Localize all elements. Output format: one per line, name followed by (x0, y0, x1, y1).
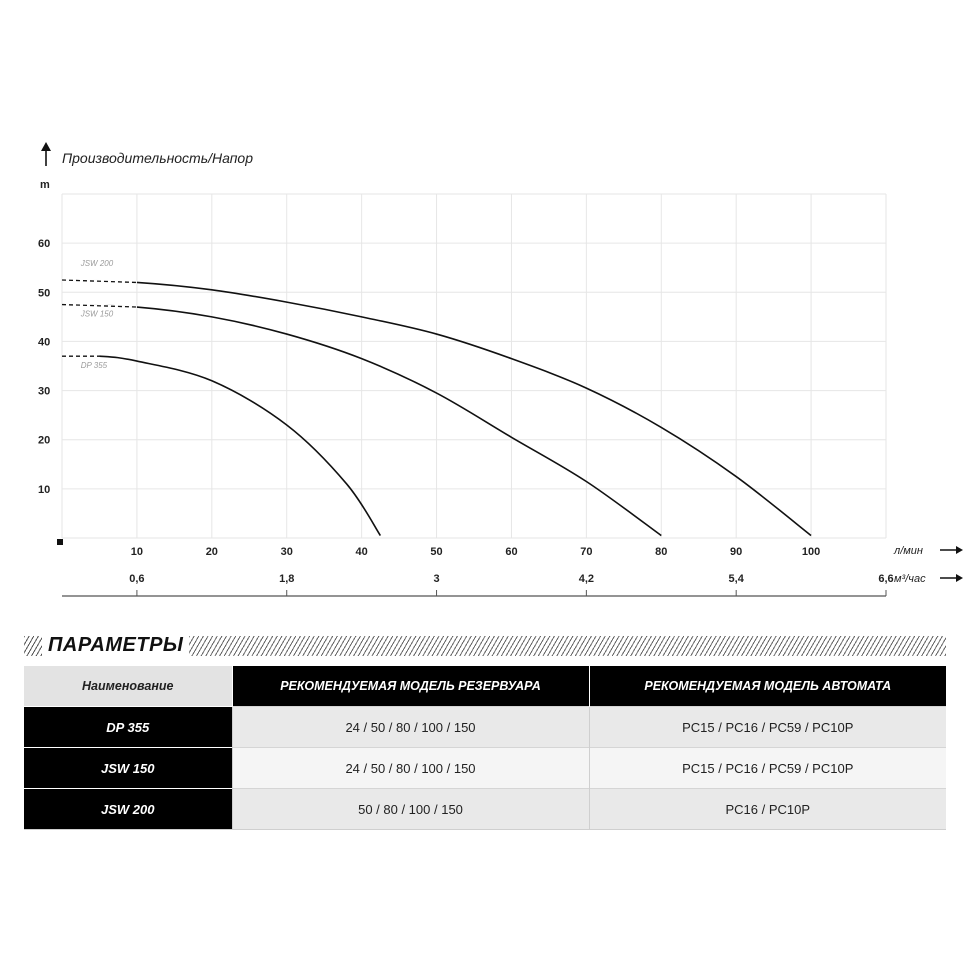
x-tick-label: 40 (356, 546, 368, 558)
header-name: Наименование (24, 666, 232, 707)
y-axis-arrow-icon (41, 142, 51, 166)
chart-curves: JSW 200 JSW 150 DP 355 (61, 259, 812, 537)
row-name: JSW 200 (24, 788, 232, 830)
y-tick-label: 30 (38, 386, 50, 398)
x-tick-label: 80 (655, 546, 667, 558)
tank-models: 24 / 50 / 80 / 100 / 150 (231, 747, 589, 789)
x-tick-label: 10 (131, 546, 143, 558)
x-axis-unit: л/мин (893, 545, 923, 557)
automat-models: PC16 / PC10P (588, 788, 946, 830)
series-line-dashed (61, 279, 137, 284)
series-label: JSW 200 (80, 259, 114, 268)
x2-tick-labels: 0,6 1,8 3 4,2 5,4 6,6 (129, 573, 894, 596)
x-tick-labels: 10 20 30 40 50 60 70 80 90 100 (131, 546, 820, 558)
x2-tick-label: 5,4 (729, 573, 745, 585)
params-table: Наименование РЕКОМЕНДУЕМАЯ МОДЕЛЬ РЕЗЕРВ… (24, 666, 946, 830)
row-name: JSW 150 (24, 747, 232, 789)
x2-tick-label: 4,2 (579, 573, 594, 585)
x2-axis-unit: м³/час (894, 573, 926, 585)
y-tick-label: 40 (38, 336, 50, 348)
series-label: JSW 150 (80, 310, 114, 319)
params-title: ПАРАМЕТРЫ (48, 634, 184, 656)
y-axis-unit: m (40, 179, 50, 191)
x2-axis-arrow-icon (940, 574, 963, 582)
params-table-header: Наименование РЕКОМЕНДУЕМАЯ МОДЕЛЬ РЕЗЕРВ… (24, 666, 946, 707)
performance-chart: Производительность/Напор m 102030405060 … (38, 142, 963, 597)
y-tick-label: 10 (38, 484, 50, 496)
header-tank-model: РЕКОМЕНДУЕМАЯ МОДЕЛЬ РЕЗЕРВУАРА (231, 666, 589, 707)
chart-grid (61, 193, 887, 539)
hatch-decoration-right (189, 636, 946, 656)
series-line (61, 279, 812, 537)
x-tick-label: 20 (206, 546, 218, 558)
table-row: JSW 200 50 / 80 / 100 / 150 PC16 / PC10P (24, 788, 946, 830)
y-tick-label: 20 (38, 435, 50, 447)
x-tick-label: 100 (802, 546, 820, 558)
x2-tick-label: 3 (433, 573, 439, 585)
series-line-dashed (61, 303, 137, 308)
table-row: JSW 150 24 / 50 / 80 / 100 / 150 PC15 / … (24, 747, 946, 789)
x-tick-label: 90 (730, 546, 742, 558)
tank-models: 50 / 80 / 100 / 150 (231, 788, 589, 830)
hatch-decoration-left (24, 636, 42, 656)
table-row: DP 355 24 / 50 / 80 / 100 / 150 PC15 / P… (24, 706, 946, 748)
x-tick-label: 30 (281, 546, 293, 558)
params-section-header: ПАРАМЕТРЫ (24, 632, 946, 660)
y-tick-label: 60 (38, 238, 50, 250)
x-axis-arrow-icon (940, 546, 963, 554)
x2-tick-label: 6,6 (878, 573, 893, 585)
x2-tick-label: 1,8 (279, 573, 294, 585)
x-tick-label: 50 (430, 546, 442, 558)
row-name: DP 355 (24, 706, 232, 748)
origin-marker (57, 539, 63, 545)
automat-models: PC15 / PC16 / PC59 / PC10P (588, 706, 946, 748)
x2-tick-label: 0,6 (129, 573, 144, 585)
x-tick-label: 60 (505, 546, 517, 558)
tank-models: 24 / 50 / 80 / 100 / 150 (231, 706, 589, 748)
series-label: DP 355 (81, 361, 108, 370)
y-tick-label: 50 (38, 287, 50, 299)
header-automat-model: РЕКОМЕНДУЕМАЯ МОДЕЛЬ АВТОМАТА (588, 666, 946, 707)
series-line (61, 355, 382, 536)
chart-title: Производительность/Напор (62, 150, 253, 166)
automat-models: PC15 / PC16 / PC59 / PC10P (588, 747, 946, 789)
series-line (61, 303, 662, 537)
x-tick-label: 70 (580, 546, 592, 558)
y-tick-labels: 10 20 30 40 50 60 (38, 238, 50, 496)
